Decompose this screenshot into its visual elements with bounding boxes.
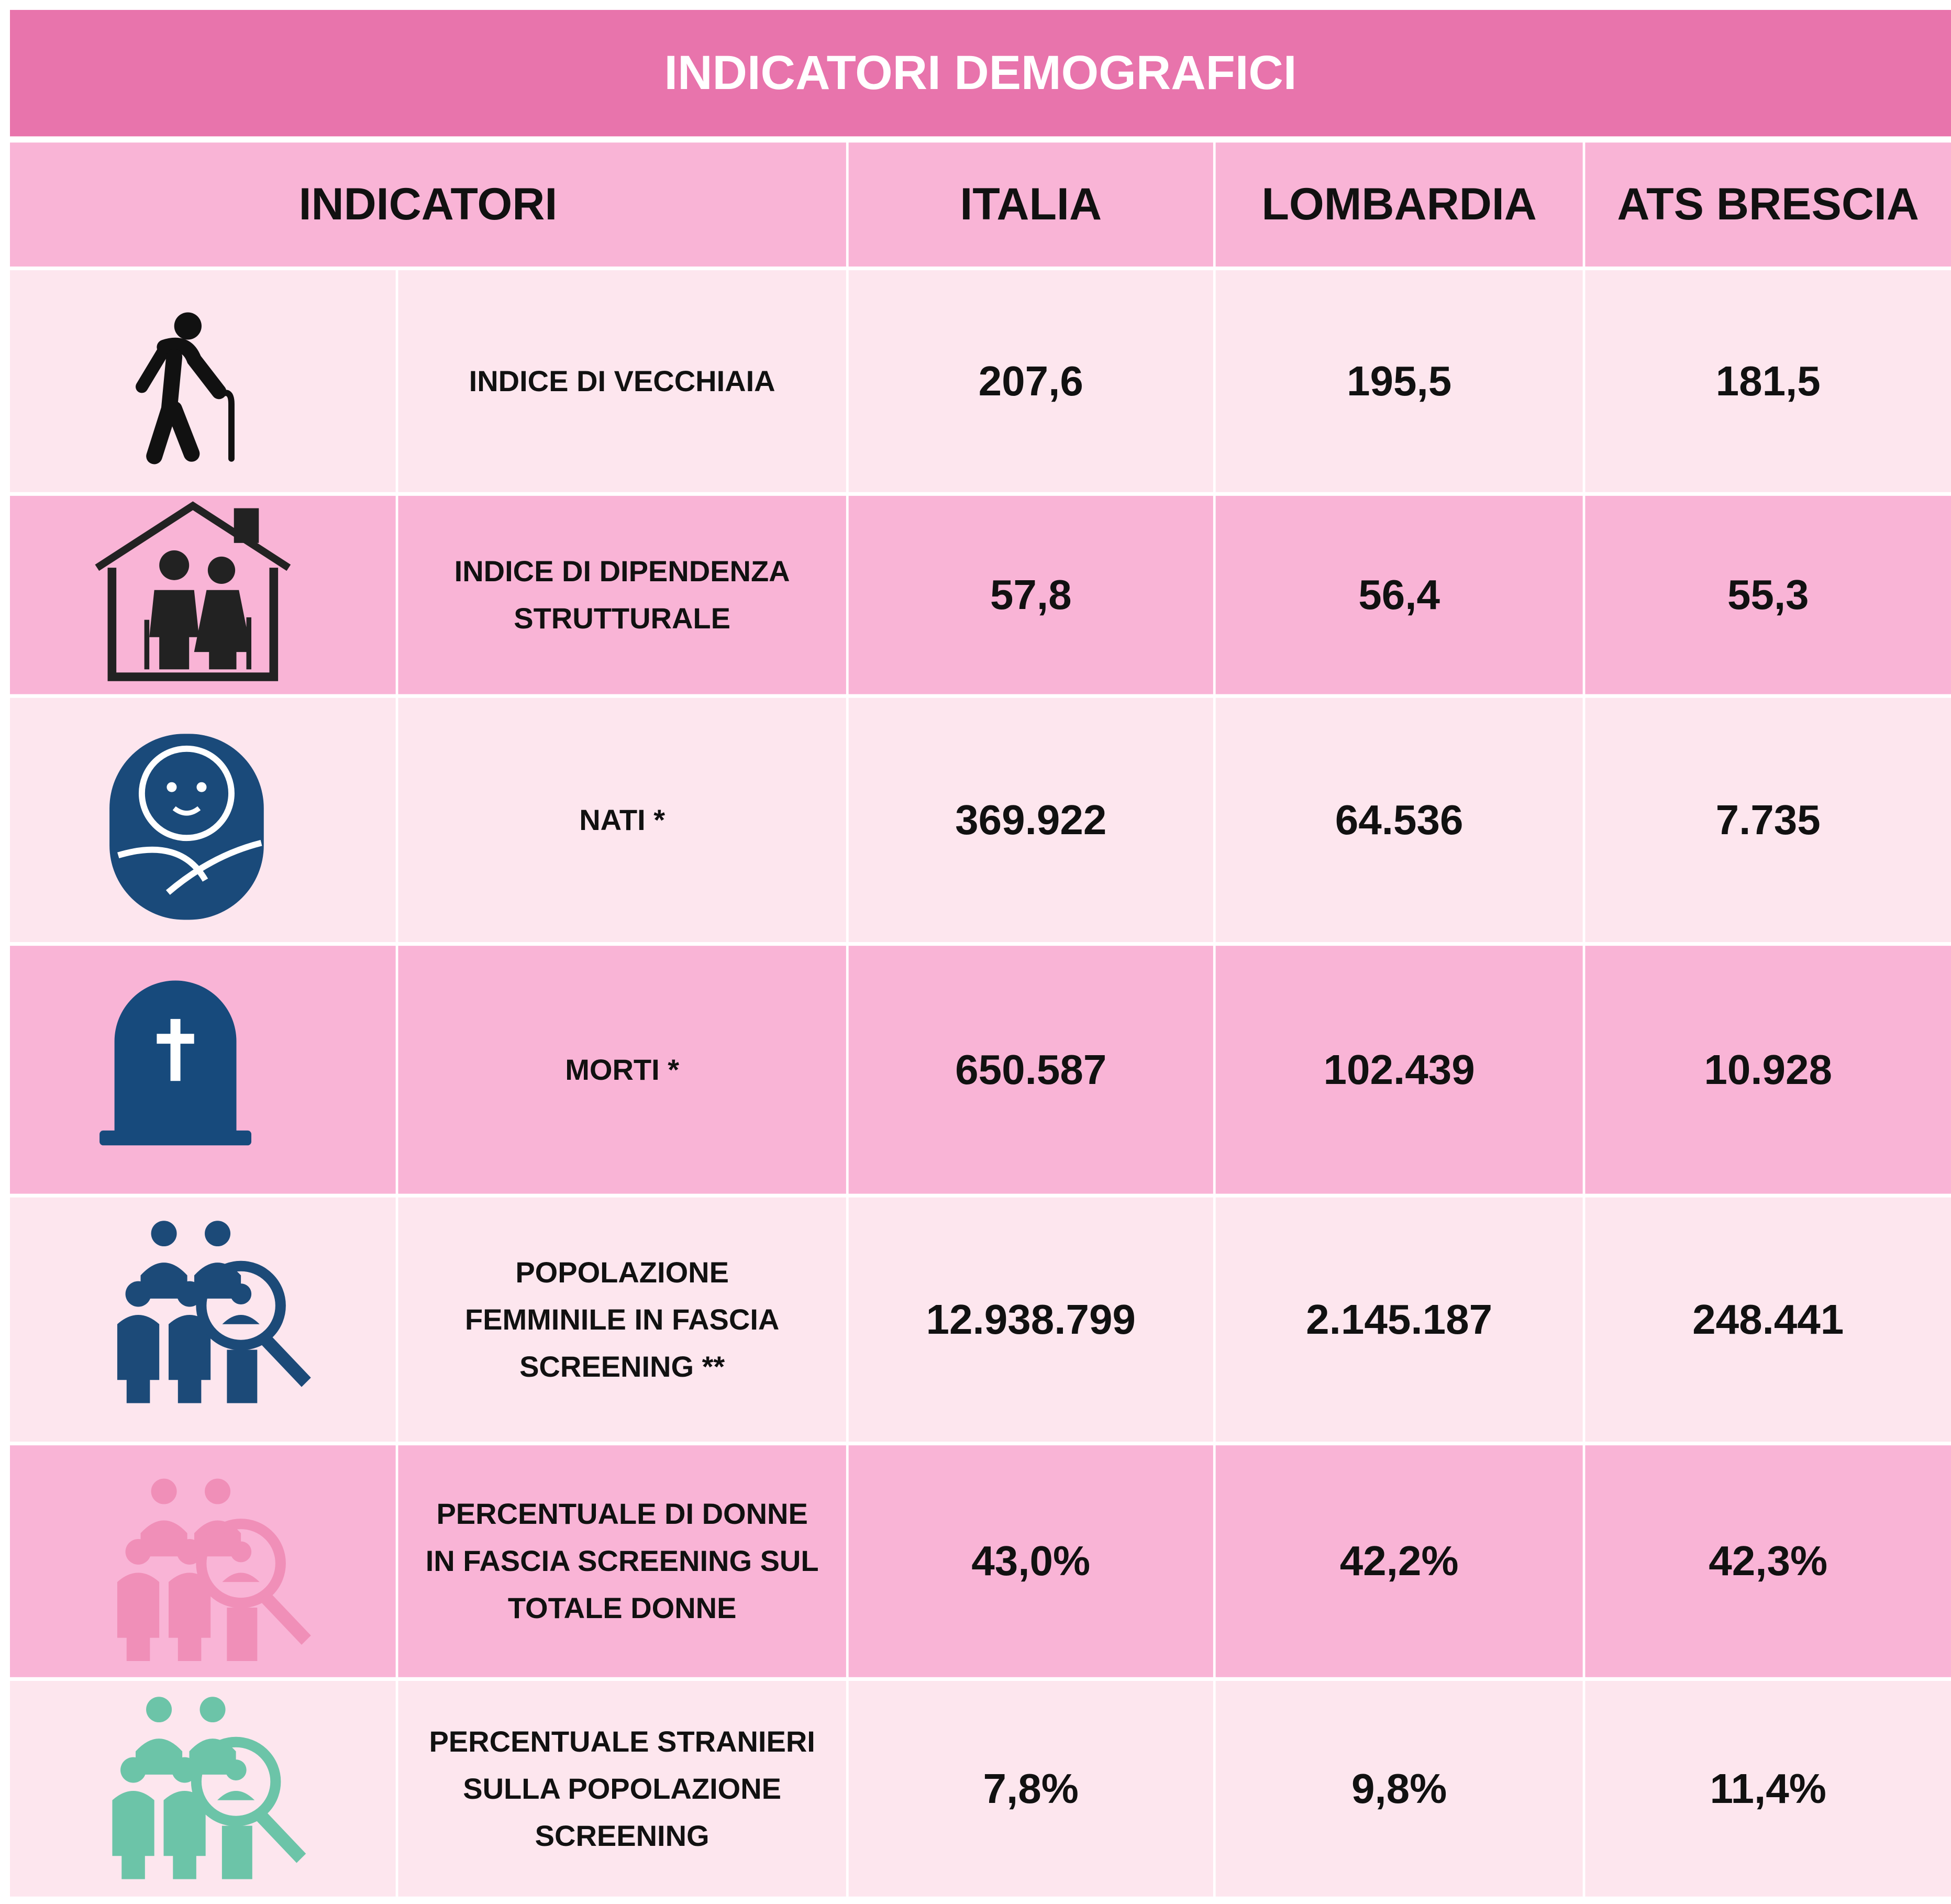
cell-value: 248.441 [1585, 1198, 1951, 1442]
cell-value: 55,3 [1585, 496, 1951, 694]
column-header-text: LOMBARDIA [1261, 179, 1537, 230]
cell-value-text: 102.439 [1323, 1046, 1475, 1093]
cell-value-text: 9,8% [1351, 1765, 1447, 1812]
row-label: INDICE DI VECCHIAIA [398, 270, 846, 492]
cell-value-text: 650.587 [955, 1046, 1107, 1093]
cell-value-text: 42,3% [1709, 1537, 1828, 1585]
row-label-text: POPOLAZIONE [515, 1255, 729, 1289]
cell-value-text: 195,5 [1347, 357, 1452, 404]
elderly-icon [136, 312, 235, 464]
column-header: INDICATORI [10, 142, 846, 267]
house-icon [95, 501, 291, 681]
cell-value: 181,5 [1585, 270, 1951, 492]
title-text: INDICATORI DEMOGRAFICI [664, 46, 1297, 100]
tombstone-icon [99, 980, 252, 1146]
cell-value: 195,5 [1216, 270, 1583, 492]
cell-value: 56,4 [1216, 496, 1583, 694]
row-label-text: STRUTTURALE [514, 602, 730, 635]
cell-value: 42,2% [1216, 1445, 1583, 1677]
row-label-text: INDICE DI VECCHIAIA [469, 364, 775, 397]
row-label: NATI * [398, 698, 846, 942]
column-header-text: INDICATORI [298, 179, 558, 230]
cell-value: 102.439 [1216, 946, 1583, 1193]
column-header-text: ATS BRESCIA [1617, 179, 1919, 230]
cell-value: 64.536 [1216, 698, 1583, 942]
row-label-text: TOTALE DONNE [507, 1591, 737, 1625]
column-header-text: ITALIA [960, 179, 1102, 230]
cell-value: 43,0% [849, 1445, 1213, 1677]
title-bar [10, 9, 1951, 137]
row-backgrounds [10, 270, 1951, 1897]
cell-value: 9,8% [1216, 1681, 1583, 1897]
row-label: POPOLAZIONE FEMMINILE IN FASCIA SCREENING … [398, 1198, 846, 1442]
cell-value: 10.928 [1585, 946, 1951, 1193]
row-label-text: SCREENING ** [519, 1349, 725, 1383]
row-label: INDICE DI DIPENDENZA STRUTTURALE [398, 496, 846, 694]
cell-value: 207,6 [849, 270, 1213, 492]
cell-value-text: 55,3 [1727, 571, 1809, 618]
cell-value-text: 12.938.799 [926, 1296, 1136, 1343]
cell-value: 650.587 [849, 946, 1213, 1193]
cell-value-text: 7,8% [983, 1765, 1079, 1812]
row-label: MORTI * [398, 946, 846, 1193]
row-label-text: INDICE DI DIPENDENZA [454, 555, 790, 588]
header-row [10, 142, 1951, 267]
cell-value-text: 56,4 [1358, 571, 1440, 618]
cell-value: 2.145.187 [1216, 1198, 1583, 1442]
cell-value-text: 10.928 [1704, 1046, 1833, 1093]
cell-value: 12.938.799 [849, 1198, 1213, 1442]
cell-value-text: 11,4% [1710, 1765, 1826, 1812]
row-label-text: SCREENING [535, 1819, 710, 1852]
cell-value: 7.735 [1585, 698, 1951, 942]
column-header: ATS BRESCIA [1585, 142, 1951, 267]
title: INDICATORI DEMOGRAFICI [10, 10, 1951, 136]
row-label-text: MORTI * [565, 1053, 680, 1086]
row-label-text: FEMMINILE IN FASCIA [464, 1302, 780, 1336]
cell-value-text: 42,2% [1339, 1537, 1459, 1585]
cell-value: 42,3% [1585, 1445, 1951, 1677]
row-label-text: NATI * [579, 803, 666, 836]
row-label-text: IN FASCIA SCREENING SUL [425, 1544, 819, 1578]
row-label-text: PERCENTUALE STRANIERI [429, 1724, 815, 1758]
cell-value: 7,8% [849, 1681, 1213, 1897]
cell-value-text: 64.536 [1335, 796, 1464, 843]
cell-value: 57,8 [849, 496, 1213, 694]
cell-value: 11,4% [1585, 1681, 1951, 1897]
row-label-text: SULLA POPOLAZIONE [463, 1772, 781, 1805]
cell-value-text: 43,0% [971, 1537, 1091, 1585]
cell-value: 369.922 [849, 698, 1213, 942]
cell-value-text: 7.735 [1715, 796, 1821, 843]
row-label: PERCENTUALE STRANIERI SULLA POPOLAZIONE SC… [398, 1681, 846, 1897]
column-header: LOMBARDIA [1216, 142, 1583, 267]
column-header: ITALIA [849, 142, 1213, 267]
row-label-text: PERCENTUALE DI DONNE [436, 1497, 808, 1531]
cell-value-text: 2.145.187 [1306, 1296, 1493, 1343]
cell-value-text: 248.441 [1692, 1296, 1844, 1343]
row-label: PERCENTUALE DI DONNE IN FASCIA SCREENING … [398, 1445, 846, 1677]
baby-icon [109, 734, 264, 920]
cell-value-text: 181,5 [1715, 357, 1821, 404]
cell-value-text: 207,6 [978, 357, 1083, 404]
cell-value-text: 57,8 [990, 571, 1072, 618]
cell-value-text: 369.922 [955, 796, 1107, 843]
